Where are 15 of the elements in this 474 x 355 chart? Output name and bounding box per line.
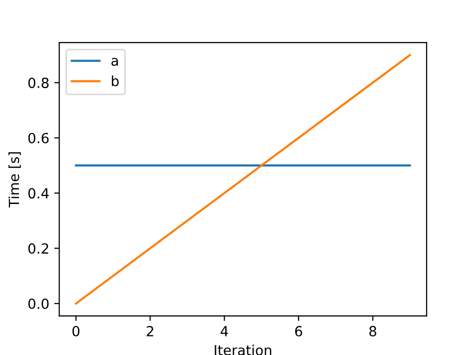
x-tick-label: 6 [295, 326, 302, 336]
x-tick-label: 8 [369, 326, 376, 336]
y-tick-label: 0.4 [28, 188, 49, 199]
x-tick-label: 0 [72, 326, 80, 336]
legend-label: a [111, 58, 118, 66]
legend-label: b [112, 75, 119, 86]
x-axis-title: Iteration [214, 344, 272, 355]
y-tick-label: 0.2 [28, 243, 48, 254]
y-tick-label: 0.8 [28, 78, 49, 88]
x-tick-label: 4 [220, 326, 228, 336]
y-tick-label: 0.6 [28, 132, 49, 144]
y-axis-title: Time [s] [8, 152, 21, 208]
y-tick-label: 0.0 [28, 298, 49, 309]
x-tick-label: 2 [146, 326, 154, 336]
line-series [74, 54, 411, 305]
